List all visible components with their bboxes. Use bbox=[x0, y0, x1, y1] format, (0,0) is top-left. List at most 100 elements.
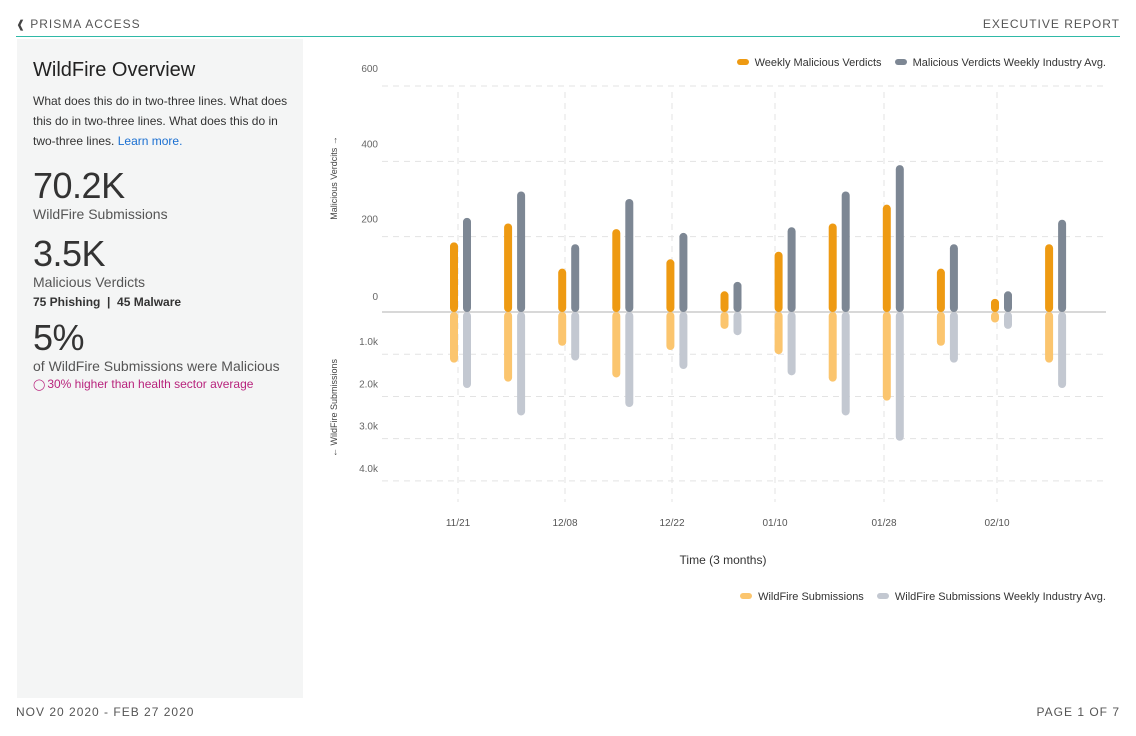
overview-panel: WildFire Overview What does this do in t… bbox=[17, 39, 303, 698]
bar-verdicts-industry-avg bbox=[625, 199, 634, 312]
bar-submissions-industry-avg bbox=[787, 312, 796, 376]
report-header: ❰ PRISMA ACCESS EXECUTIVE REPORT bbox=[16, 0, 1120, 37]
bar-weekly-verdicts bbox=[828, 223, 837, 312]
bar-wildfire-submissions bbox=[558, 312, 567, 346]
legend-label: Weekly Malicious Verdicts bbox=[754, 57, 882, 69]
y-axis-title-lower: ← WildFire Submissions bbox=[329, 358, 339, 457]
legend-label: WildFire Submissions Weekly Industry Avg… bbox=[894, 591, 1106, 603]
brand-name: PRISMA ACCESS bbox=[30, 17, 141, 31]
bar-wildfire-submissions bbox=[504, 312, 513, 382]
verdict-breakdown: 75 Phishing | 45 Malware bbox=[33, 295, 182, 309]
bar-verdicts-industry-avg bbox=[1058, 219, 1067, 312]
x-tick-label: 01/28 bbox=[871, 518, 896, 529]
legend-item-verdicts: Weekly Malicious Verdicts bbox=[736, 57, 882, 69]
legend-swatch bbox=[876, 593, 889, 599]
legend-swatch bbox=[736, 59, 749, 65]
bar-weekly-verdicts bbox=[666, 259, 675, 312]
bar-verdicts-industry-avg bbox=[679, 232, 688, 312]
bar-wildfire-submissions bbox=[936, 312, 945, 346]
lightbulb-icon: ◯ bbox=[33, 379, 46, 391]
bar-verdicts-industry-avg bbox=[571, 244, 580, 312]
legend-item-verdicts-avg: Malicious Verdicts Weekly Industry Avg. bbox=[894, 57, 1106, 69]
bar-submissions-industry-avg bbox=[679, 312, 688, 369]
page-number: PAGE 1 OF 7 bbox=[1036, 705, 1120, 719]
bar-verdicts-industry-avg bbox=[733, 281, 742, 312]
bar-weekly-verdicts bbox=[558, 268, 567, 312]
y-tick-label: 1.0k bbox=[359, 337, 379, 348]
bar-submissions-industry-avg bbox=[1058, 312, 1067, 388]
metric-label: of WildFire Submissions were Malicious bbox=[33, 358, 280, 374]
x-tick-label: 12/08 bbox=[552, 518, 577, 529]
bar-weekly-verdicts bbox=[504, 223, 513, 312]
bar-weekly-verdicts bbox=[612, 229, 621, 312]
bar-wildfire-submissions bbox=[882, 312, 891, 401]
x-tick-label: 02/10 bbox=[984, 518, 1009, 529]
x-tick-label: 11/21 bbox=[446, 518, 471, 529]
x-tick-label: 01/10 bbox=[762, 518, 787, 529]
bar-weekly-verdicts bbox=[774, 251, 783, 312]
legend-swatch bbox=[740, 593, 753, 599]
bar-verdicts-industry-avg bbox=[463, 217, 471, 312]
y-tick-label: 200 bbox=[361, 215, 378, 226]
metric-value: 70.2K bbox=[33, 165, 125, 206]
bar-submissions-industry-avg bbox=[841, 312, 850, 416]
bar-submissions-industry-avg bbox=[463, 312, 471, 388]
bar-verdicts-industry-avg bbox=[949, 244, 958, 312]
bar-weekly-verdicts bbox=[991, 298, 999, 312]
bar-weekly-verdicts bbox=[450, 242, 458, 312]
bar-wildfire-submissions bbox=[1045, 312, 1054, 363]
x-tick-label: 12/22 bbox=[659, 518, 684, 529]
y-tick-label: 3.0k bbox=[359, 422, 379, 433]
metric-value: 5% bbox=[33, 317, 85, 358]
bar-submissions-industry-avg bbox=[733, 312, 742, 336]
legend-swatch bbox=[894, 59, 907, 65]
bar-submissions-industry-avg bbox=[895, 312, 904, 441]
panel-description: What does this do in two-three lines. Wh… bbox=[33, 91, 289, 151]
bar-verdicts-industry-avg bbox=[517, 191, 526, 312]
wildfire-chart: Weekly Malicious Verdicts Malicious Verd… bbox=[320, 50, 1120, 610]
metric-label: Malicious Verdicts bbox=[33, 274, 146, 290]
bar-submissions-industry-avg bbox=[517, 312, 526, 416]
bar-submissions-industry-avg bbox=[625, 312, 634, 407]
legend-upper: Weekly Malicious Verdicts Malicious Verd… bbox=[727, 57, 1106, 69]
bar-verdicts-industry-avg bbox=[1004, 291, 1012, 312]
bar-wildfire-submissions bbox=[991, 312, 999, 323]
bar-weekly-verdicts bbox=[720, 291, 729, 312]
metric-malicious-rate: 5% of WildFire Submissions were Maliciou… bbox=[33, 317, 289, 392]
bar-verdicts-industry-avg bbox=[787, 227, 796, 312]
bar-weekly-verdicts bbox=[936, 268, 945, 312]
legend-item-submissions: WildFire Submissions bbox=[740, 591, 864, 603]
bar-verdicts-industry-avg bbox=[895, 165, 904, 312]
legend-item-submissions-avg: WildFire Submissions Weekly Industry Avg… bbox=[876, 591, 1106, 603]
panel-title: WildFire Overview bbox=[33, 59, 196, 81]
bar-wildfire-submissions bbox=[450, 312, 458, 363]
metric-label: WildFire Submissions bbox=[33, 206, 168, 222]
bar-submissions-industry-avg bbox=[949, 312, 958, 363]
y-tick-label: 600 bbox=[361, 64, 378, 75]
bar-wildfire-submissions bbox=[828, 312, 837, 382]
date-range: NOV 20 2020 - FEB 27 2020 bbox=[16, 705, 195, 719]
bar-submissions-industry-avg bbox=[571, 312, 580, 361]
y-tick-label: 400 bbox=[361, 139, 378, 150]
bar-wildfire-submissions bbox=[612, 312, 621, 378]
y-tick-label: 4.0k bbox=[359, 464, 379, 475]
learn-more-link[interactable]: Learn more. bbox=[117, 134, 183, 148]
description-text: What does this do in two-three lines. Wh… bbox=[33, 94, 288, 148]
metric-value: 3.5K bbox=[33, 233, 106, 274]
y-tick-label: 0 bbox=[372, 292, 378, 303]
legend-lower: WildFire Submissions WildFire Submission… bbox=[730, 591, 1106, 603]
metric-note: ◯ 30% higher than health sector average bbox=[33, 377, 289, 391]
bar-submissions-industry-avg bbox=[1004, 312, 1012, 329]
report-type: EXECUTIVE REPORT bbox=[982, 17, 1120, 31]
brand: ❰ PRISMA ACCESS bbox=[16, 17, 141, 31]
bar-weekly-verdicts bbox=[882, 204, 891, 312]
bar-wildfire-submissions bbox=[774, 312, 783, 355]
note-text: 30% higher than health sector average bbox=[47, 377, 254, 391]
bar-weekly-verdicts bbox=[1045, 244, 1054, 312]
bar-wildfire-submissions bbox=[720, 312, 729, 329]
x-axis-title: Time (3 months) bbox=[680, 553, 767, 567]
legend-label: WildFire Submissions bbox=[758, 591, 864, 603]
legend-label: Malicious Verdicts Weekly Industry Avg. bbox=[912, 57, 1106, 69]
bar-verdicts-industry-avg bbox=[841, 191, 850, 312]
prisma-logo-icon: ❰ bbox=[16, 19, 27, 31]
